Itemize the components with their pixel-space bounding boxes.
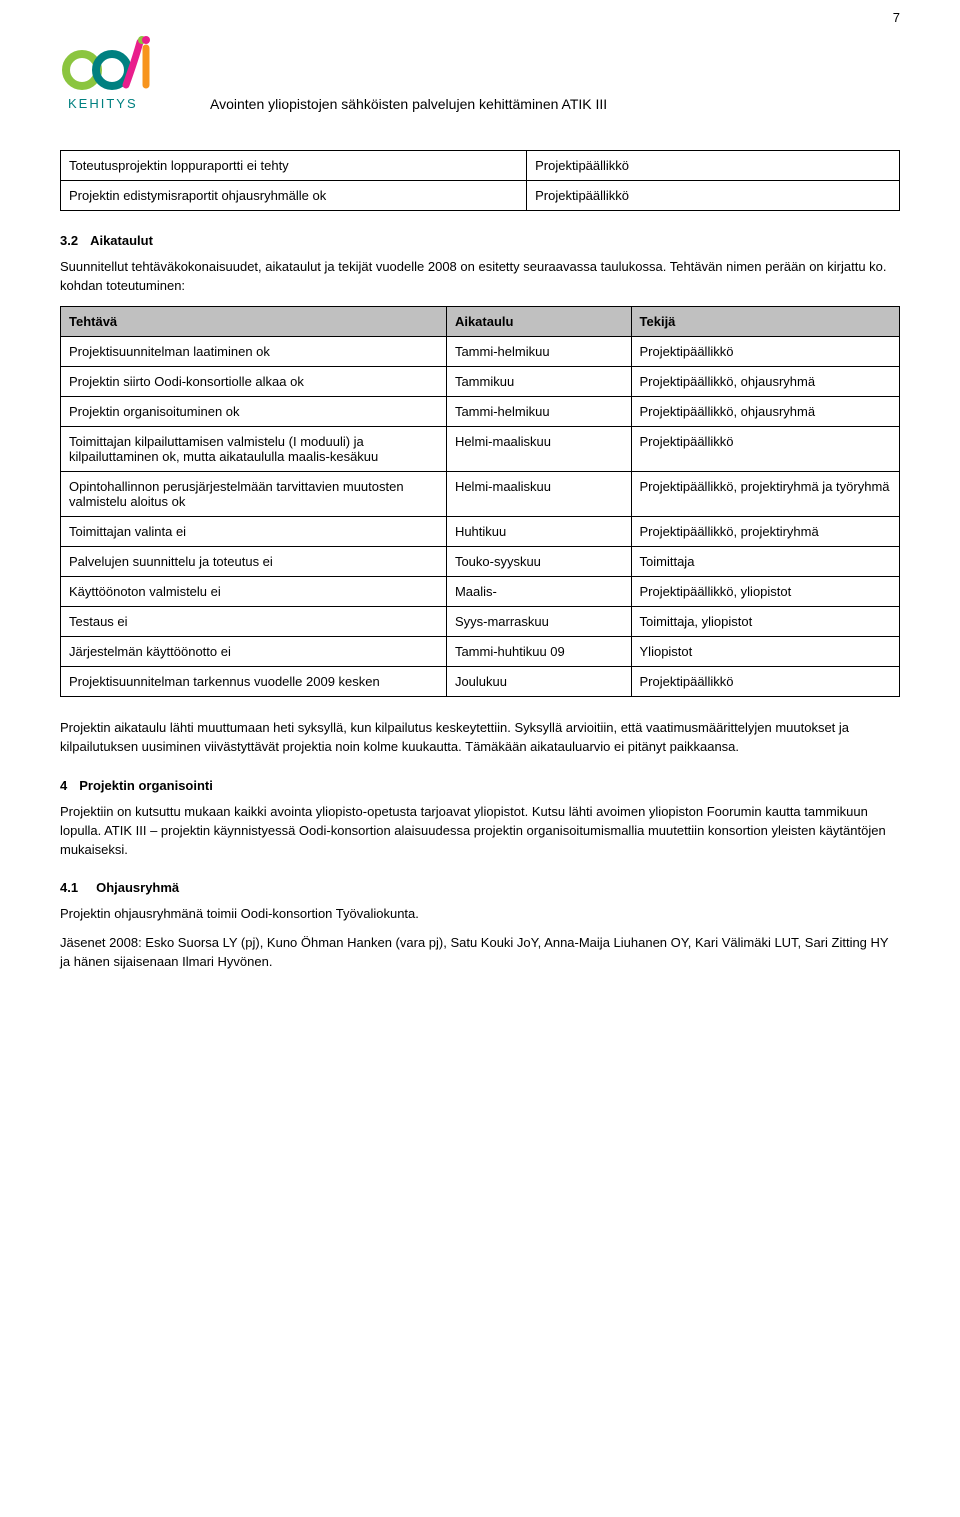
cell: Tammi-helmikuu	[446, 336, 631, 366]
cell: Toteutusprojektin loppuraportti ei tehty	[61, 151, 527, 181]
cell: Projektipäällikkö, ohjausryhmä	[631, 396, 899, 426]
cell: Projektipäällikkö, yliopistot	[631, 576, 899, 606]
header-text: Avointen yliopistojen sähköisten palvelu…	[210, 96, 607, 112]
cell: Toimittajan kilpailuttamisen valmistelu …	[61, 426, 447, 471]
table-row: Projektisuunnitelman laatiminen ok Tammi…	[61, 336, 900, 366]
table-row: Toimittajan valinta ei Huhtikuu Projekti…	[61, 516, 900, 546]
table-row: Käyttöönoton valmistelu ei Maalis- Proje…	[61, 576, 900, 606]
cell: Käyttöönoton valmistelu ei	[61, 576, 447, 606]
cell: Maalis-	[446, 576, 631, 606]
cell: Tammikuu	[446, 366, 631, 396]
col-header: Aikataulu	[446, 306, 631, 336]
cell: Testaus ei	[61, 606, 447, 636]
table-row: Projektin edistymisraportit ohjausryhmäl…	[61, 181, 900, 211]
section-title: Projektin organisointi	[79, 778, 213, 793]
cell: Projektipäällikkö	[527, 181, 900, 211]
section-number: 4.1	[60, 880, 78, 895]
cell: Yliopistot	[631, 636, 899, 666]
cell: Projektipäällikkö, projektiryhmä ja työr…	[631, 471, 899, 516]
cell: Tammi-helmikuu	[446, 396, 631, 426]
para-after-schedule: Projektin aikataulu lähti muuttumaan het…	[60, 719, 900, 757]
table-schedule: Tehtävä Aikataulu Tekijä Projektisuunnit…	[60, 306, 900, 697]
cell: Syys-marraskuu	[446, 606, 631, 636]
section-3-2-intro: Suunnitellut tehtäväkokonaisuudet, aikat…	[60, 258, 900, 296]
page-container: 7 KEHITYS Avointen yliopistojen sähköist…	[0, 0, 960, 1021]
table-row: Opintohallinnon perusjärjestelmään tarvi…	[61, 471, 900, 516]
col-header: Tehtävä	[61, 306, 447, 336]
cell: Huhtikuu	[446, 516, 631, 546]
cell: Toimittaja	[631, 546, 899, 576]
table-row: Testaus ei Syys-marraskuu Toimittaja, yl…	[61, 606, 900, 636]
section-title: Ohjausryhmä	[96, 880, 179, 895]
cell: Järjestelmän käyttöönotto ei	[61, 636, 447, 666]
section-title: Aikataulut	[90, 233, 153, 248]
cell: Projektipäällikkö, projektiryhmä	[631, 516, 899, 546]
cell: Opintohallinnon perusjärjestelmään tarvi…	[61, 471, 447, 516]
cell: Projektipäällikkö	[631, 666, 899, 696]
cell: Projektin siirto Oodi-konsortiolle alkaa…	[61, 366, 447, 396]
cell: Helmi-maaliskuu	[446, 471, 631, 516]
table-report-status: Toteutusprojektin loppuraportti ei tehty…	[60, 150, 900, 211]
cell: Tammi-huhtikuu 09	[446, 636, 631, 666]
cell: Projektipäällikkö, ohjausryhmä	[631, 366, 899, 396]
cell: Helmi-maaliskuu	[446, 426, 631, 471]
section-4-1-para: Projektin ohjausryhmänä toimii Oodi-kons…	[60, 905, 900, 924]
table-row: Projektin siirto Oodi-konsortiolle alkaa…	[61, 366, 900, 396]
table-row: Projektisuunnitelman tarkennus vuodelle …	[61, 666, 900, 696]
table-row: Toimittajan kilpailuttamisen valmistelu …	[61, 426, 900, 471]
cell: Projektin edistymisraportit ohjausryhmäl…	[61, 181, 527, 211]
section-number: 3.2	[60, 233, 78, 248]
table-row: Palvelujen suunnittelu ja toteutus ei To…	[61, 546, 900, 576]
cell: Projektipäällikkö	[527, 151, 900, 181]
header-row: KEHITYS Avointen yliopistojen sähköisten…	[60, 30, 900, 120]
page-number: 7	[893, 10, 900, 25]
cell: Projektipäällikkö	[631, 336, 899, 366]
table-row: Toteutusprojektin loppuraportti ei tehty…	[61, 151, 900, 181]
logo-subtitle: KEHITYS	[68, 96, 138, 111]
cell: Projektisuunnitelman tarkennus vuodelle …	[61, 666, 447, 696]
cell: Toimittaja, yliopistot	[631, 606, 899, 636]
section-4-1-heading: 4.1 Ohjausryhmä	[60, 880, 900, 895]
table-row: Järjestelmän käyttöönotto ei Tammi-huhti…	[61, 636, 900, 666]
table-row: Projektin organisoituminen ok Tammi-helm…	[61, 396, 900, 426]
section-3-2-heading: 3.2 Aikataulut	[60, 233, 900, 248]
cell: Touko-syyskuu	[446, 546, 631, 576]
section-4-1-para2: Jäsenet 2008: Esko Suorsa LY (pj), Kuno …	[60, 934, 900, 972]
cell: Toimittajan valinta ei	[61, 516, 447, 546]
cell: Palvelujen suunnittelu ja toteutus ei	[61, 546, 447, 576]
section-number: 4	[60, 778, 67, 793]
cell: Projektisuunnitelman laatiminen ok	[61, 336, 447, 366]
oodi-logo: KEHITYS	[60, 30, 180, 120]
col-header: Tekijä	[631, 306, 899, 336]
cell: Projektipäällikkö	[631, 426, 899, 471]
table-header-row: Tehtävä Aikataulu Tekijä	[61, 306, 900, 336]
section-4-para: Projektiin on kutsuttu mukaan kaikki avo…	[60, 803, 900, 860]
section-4-heading: 4 Projektin organisointi	[60, 778, 900, 793]
cell: Joulukuu	[446, 666, 631, 696]
cell: Projektin organisoituminen ok	[61, 396, 447, 426]
logo-svg: KEHITYS	[60, 30, 180, 120]
